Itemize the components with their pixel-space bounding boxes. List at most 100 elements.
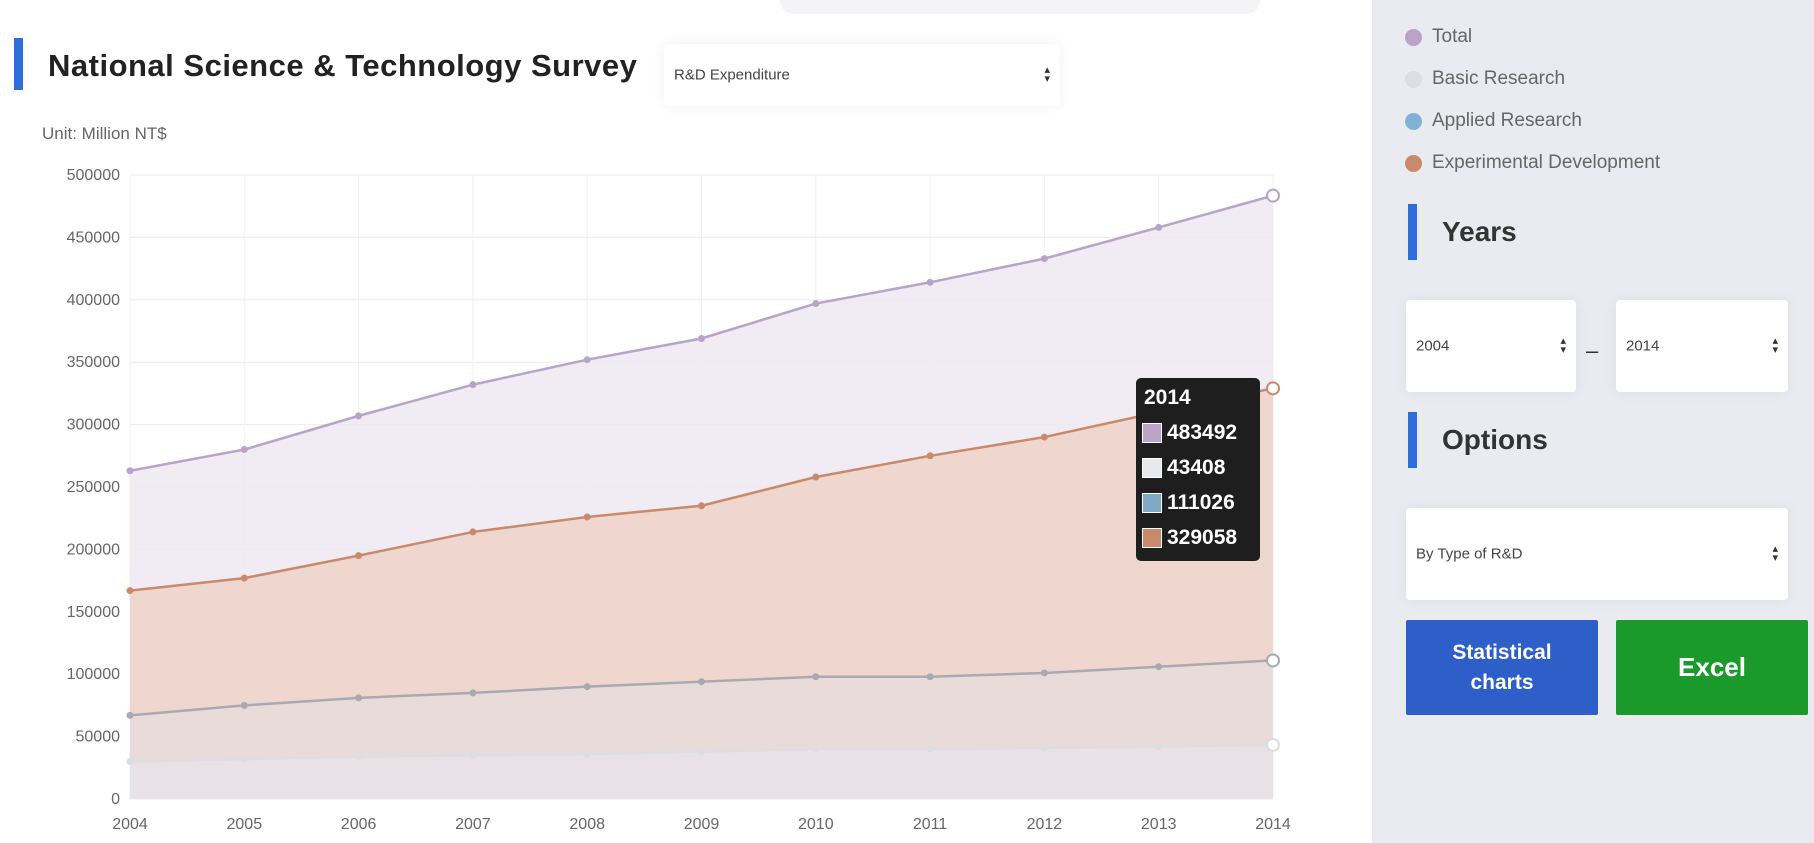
options-select[interactable]: By Type of R&D ▴ ▾ <box>1406 508 1788 600</box>
select-arrows-icon: ▴ ▾ <box>1044 64 1050 85</box>
page-title: National Science & Technology Survey <box>48 48 638 83</box>
point-applied-research <box>1040 669 1048 677</box>
point-basic-research <box>469 751 477 759</box>
point-experimental-development <box>698 502 705 510</box>
legend-item-applied-research[interactable]: Applied Research <box>1405 110 1582 132</box>
tooltip-year: 2014 <box>1144 386 1191 409</box>
point-basic-research <box>126 758 134 766</box>
options-title: Options <box>1442 424 1548 455</box>
point-total <box>583 356 591 364</box>
point-applied-research <box>812 673 820 681</box>
title-accent-bar <box>14 38 23 90</box>
point-experimental-development <box>812 473 820 481</box>
tooltip-value-total: 483492 <box>1167 421 1238 444</box>
year-to-select[interactable]: 2014 ▴ ▾ <box>1616 300 1788 392</box>
y-tick-label: 300000 <box>67 417 120 434</box>
point-total <box>698 334 705 342</box>
excel-button[interactable]: Excel <box>1616 620 1808 715</box>
legend-item-experimental-development[interactable]: Experimental Development <box>1405 152 1660 174</box>
years-title: Years <box>1442 216 1517 247</box>
y-tick-label: 450000 <box>67 229 120 246</box>
x-tick-label: 2013 <box>1141 816 1177 833</box>
point-applied-research <box>469 689 477 697</box>
tooltip-row-total: 483492 <box>1142 421 1237 445</box>
point-experimental-development <box>583 513 591 521</box>
area-basic-research <box>130 744 1273 799</box>
y-tick-label: 100000 <box>67 666 120 683</box>
top-decoration <box>780 0 1260 14</box>
options-select-value: By Type of R&D <box>1416 545 1523 563</box>
year-from-select[interactable]: 2004 ▴ ▾ <box>1406 300 1576 392</box>
years-accent-bar <box>1408 204 1417 260</box>
point-applied-research <box>698 678 705 686</box>
point-total <box>126 467 134 475</box>
y-tick-label: 250000 <box>67 479 120 496</box>
year-to-value: 2014 <box>1626 337 1660 355</box>
point-total <box>1266 188 1280 203</box>
point-basic-research <box>583 750 591 758</box>
point-applied-research <box>1155 663 1163 671</box>
y-tick-label: 350000 <box>67 354 120 371</box>
point-basic-research <box>240 755 248 763</box>
statistical-charts-button[interactable]: Statistical charts <box>1406 620 1598 715</box>
unit-label: Unit: Million NT$ <box>42 124 167 143</box>
point-basic-research <box>355 753 363 761</box>
y-tick-label: 0 <box>111 791 120 808</box>
point-total <box>1155 223 1163 231</box>
y-tick-label: 200000 <box>67 541 120 558</box>
legend-dot-applied-icon <box>1405 112 1422 130</box>
tooltip-value-basic: 43408 <box>1167 456 1226 479</box>
legend-item-basic-research[interactable]: Basic Research <box>1405 68 1565 90</box>
y-tick-label: 50000 <box>76 729 121 746</box>
x-tick-label: 2012 <box>1027 816 1063 833</box>
x-tick-label: 2010 <box>798 816 834 833</box>
x-tick-label: 2011 <box>913 816 948 833</box>
legend-item-total[interactable]: Total <box>1405 26 1472 48</box>
point-total <box>926 278 934 286</box>
legend-label-basic: Basic Research <box>1432 68 1566 89</box>
point-total <box>1040 255 1048 263</box>
year-range-dash: – <box>1586 338 1599 363</box>
point-basic-research <box>698 748 705 756</box>
x-tick-label: 2005 <box>227 816 263 833</box>
y-axis-labels: 0 50000 100000 150000 200000 250000 300000 3500… <box>67 167 120 808</box>
point-applied-research <box>926 673 934 681</box>
point-basic-research <box>812 745 820 753</box>
point-total <box>469 381 477 389</box>
legend-dot-basic-icon <box>1405 70 1422 88</box>
y-tick-label: 150000 <box>67 604 120 621</box>
measure-select-value: R&D Expenditure <box>674 66 790 84</box>
x-tick-label: 2006 <box>341 816 377 833</box>
tooltip-row-experimental: 329058 <box>1142 526 1237 550</box>
statistical-charts-label: Statistical charts <box>1452 640 1552 694</box>
tooltip-row-basic: 43408 <box>1142 456 1225 480</box>
legend-dot-total-icon <box>1405 28 1422 46</box>
excel-label: Excel <box>1678 652 1746 682</box>
x-tick-label: 2014 <box>1255 816 1291 833</box>
tooltip-swatch-experimental <box>1142 528 1162 548</box>
point-experimental-development <box>240 574 248 582</box>
x-tick-label: 2004 <box>112 816 148 833</box>
chart-tooltip: 2014 483492 43408 111026 329058 <box>1136 378 1260 561</box>
legend-label-experimental: Experimental Development <box>1432 152 1661 173</box>
select-arrows-icon: ▴ ▾ <box>1772 335 1778 356</box>
y-tick-label: 400000 <box>67 292 120 309</box>
point-total <box>355 412 363 420</box>
tooltip-value-applied: 111026 <box>1167 491 1235 514</box>
x-axis-labels: 2004 2005 2006 2007 2008 2009 2010 2011 2012 2013… <box>112 816 1291 833</box>
point-basic-research <box>1266 737 1280 752</box>
point-basic-research <box>926 745 934 753</box>
point-experimental-development <box>926 452 934 460</box>
legend-label-applied: Applied Research <box>1432 110 1582 131</box>
tooltip-swatch-basic <box>1142 458 1162 478</box>
measure-select[interactable]: R&D Expenditure ▴ ▾ <box>664 44 1060 106</box>
point-applied-research <box>126 711 134 719</box>
legend-label-total: Total <box>1432 26 1473 47</box>
options-accent-bar <box>1408 412 1417 468</box>
point-experimental-development <box>469 528 477 536</box>
legend-dot-experimental-icon <box>1405 154 1422 172</box>
point-basic-research <box>1155 743 1163 751</box>
point-applied-research <box>583 683 591 691</box>
point-experimental-development <box>355 552 363 560</box>
point-applied-research <box>240 701 248 709</box>
